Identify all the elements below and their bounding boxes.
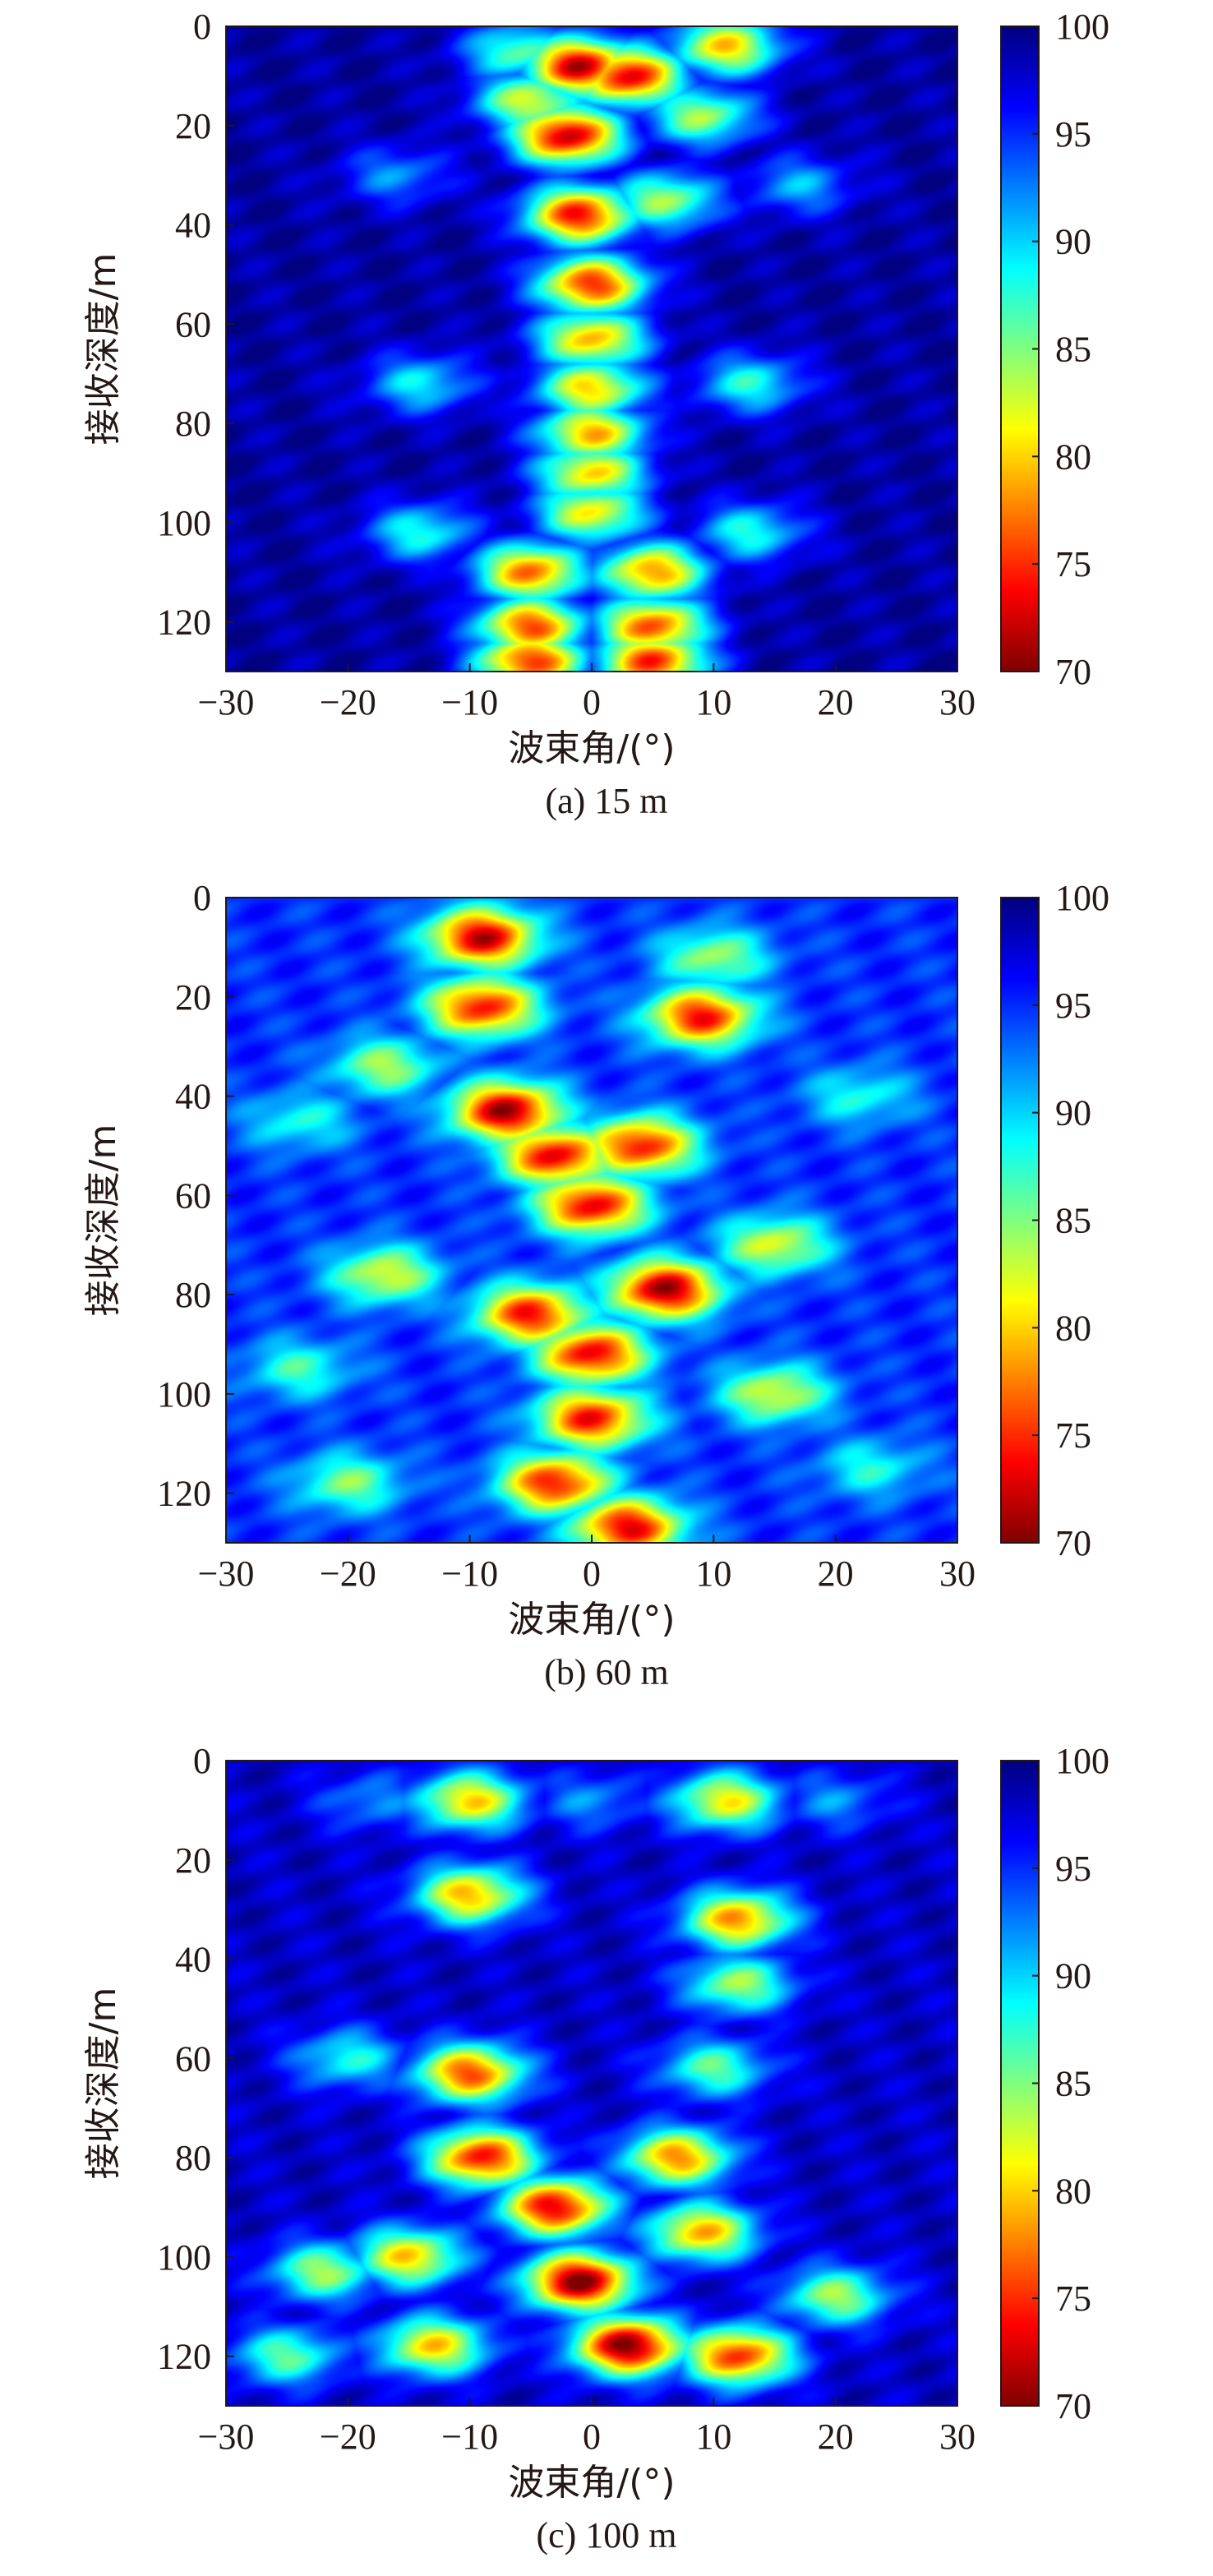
figure-caption: (a) 15 m [545, 781, 668, 821]
y-tick-label: 0 [193, 878, 211, 918]
x-tick-label: 30 [939, 682, 975, 722]
y-tick-label: 80 [175, 2138, 211, 2178]
chart-panel-c: −30 −20 −10 0 10 20 30 0 20 40 60 80 100 120 70 75 80 85 9… [0, 1734, 1213, 2576]
y-tick-label: 80 [175, 1275, 211, 1315]
x-tick-label: −30 [198, 1553, 255, 1594]
y-tick-label: 0 [193, 7, 211, 47]
colorbar-tick-label: 70 [1055, 2386, 1091, 2426]
y-tick-label: 40 [175, 1077, 211, 1117]
x-axis-label: 波束角/(°) [508, 2462, 675, 2504]
y-tick-label: 80 [175, 404, 211, 444]
y-tick-label: 40 [175, 1940, 211, 1980]
figure-caption: (b) 60 m [544, 1652, 669, 1692]
y-tick-label: 20 [175, 106, 211, 146]
y-tick-label: 40 [175, 205, 211, 246]
x-tick-label: 20 [818, 682, 854, 722]
plot-frame [225, 1760, 958, 2407]
y-tick-label: 60 [175, 304, 211, 344]
plot-frame [225, 25, 958, 672]
colorbar-tick-label: 100 [1055, 7, 1109, 47]
x-axis-label: 波束角/(°) [508, 727, 675, 769]
y-tick-label: 120 [157, 1474, 211, 1514]
x-axis-label: 波束角/(°) [508, 1599, 675, 1641]
x-tick-label: 30 [939, 2417, 975, 2457]
y-axis-label: 接收深度/m [82, 1124, 124, 1317]
y-axis-label: 接收深度/m [82, 253, 124, 445]
chart-axes: −30 −20 −10 0 10 20 30 0 20 40 60 80 100 120 70 75 80 85 9… [82, 7, 1109, 769]
colorbar-tick-label: 100 [1055, 1741, 1109, 1781]
y-tick-label: 100 [157, 1374, 211, 1415]
y-tick-label: 20 [175, 1840, 211, 1881]
y-tick-label: 100 [157, 503, 211, 543]
x-tick-label: −20 [320, 682, 376, 722]
x-tick-label: 30 [939, 1553, 975, 1594]
x-tick-label: 0 [583, 2417, 601, 2457]
colorbar-tick-label: 80 [1055, 2171, 1091, 2211]
x-tick-label: 10 [695, 2417, 731, 2457]
x-tick-label: −20 [320, 1553, 376, 1594]
colorbar-tick-label: 95 [1055, 114, 1091, 155]
heatmap-image [226, 26, 957, 672]
x-tick-label: 0 [583, 1553, 601, 1594]
colorbar-tick-label: 75 [1055, 2278, 1091, 2319]
x-tick-label: −30 [198, 2417, 255, 2457]
heatmap-image [226, 1761, 957, 2406]
x-tick-label: 10 [695, 1553, 731, 1594]
colorbar-tick-label: 85 [1055, 2064, 1091, 2104]
heatmap-image [226, 898, 957, 1543]
chart-axes: −30 −20 −10 0 10 20 30 0 20 40 60 80 100 120 70 75 80 85 9… [82, 878, 1109, 1641]
y-tick-label: 20 [175, 977, 211, 1018]
colorbar-tick-label: 95 [1055, 986, 1091, 1026]
x-tick-label: −10 [441, 2417, 498, 2457]
chart-panel-b: −30 −20 −10 0 10 20 30 0 20 40 60 80 100 120 70 75 80 85 9… [0, 871, 1213, 1701]
plot-frame [225, 897, 958, 1544]
chart-panel-a: −30 −20 −10 0 10 20 30 0 20 40 60 80 100 120 70 75 80 85 9… [0, 0, 1213, 847]
y-tick-label: 60 [175, 2038, 211, 2079]
y-tick-label: 120 [157, 602, 211, 643]
chart-axes: −30 −20 −10 0 10 20 30 0 20 40 60 80 100 120 70 75 80 85 9… [82, 1741, 1109, 2504]
colorbar-tick-label: 90 [1055, 1956, 1091, 1997]
y-tick-label: 120 [157, 2337, 211, 2377]
y-tick-label: 60 [175, 1175, 211, 1216]
colorbar-tick-label: 75 [1055, 544, 1091, 584]
figure-caption: (c) 100 m [536, 2515, 677, 2555]
x-tick-label: 0 [583, 682, 601, 722]
colorbar-tick-label: 75 [1055, 1415, 1091, 1456]
colorbar-tick-label: 70 [1055, 652, 1091, 692]
y-tick-label: 100 [157, 2237, 211, 2278]
x-tick-label: −10 [441, 1553, 498, 1594]
colorbar-tick-label: 80 [1055, 1308, 1091, 1348]
x-tick-label: −30 [198, 682, 255, 722]
x-tick-label: 20 [818, 1553, 854, 1594]
colorbar-tick-label: 70 [1055, 1523, 1091, 1563]
y-tick-label: 0 [193, 1741, 211, 1781]
x-tick-label: −20 [320, 2417, 376, 2457]
colorbar-tick-label: 95 [1055, 1849, 1091, 1889]
colorbar-tick-label: 85 [1055, 1201, 1091, 1241]
colorbar-tick-label: 100 [1055, 878, 1109, 918]
colorbar-tick-label: 90 [1055, 1093, 1091, 1133]
x-tick-label: 10 [695, 682, 731, 722]
y-axis-label: 接收深度/m [82, 1987, 124, 2180]
colorbar-tick-label: 85 [1055, 330, 1091, 370]
colorbar-tick-label: 90 [1055, 222, 1091, 262]
x-tick-label: −10 [441, 682, 498, 722]
colorbar-tick-label: 80 [1055, 436, 1091, 477]
x-tick-label: 20 [818, 2417, 854, 2457]
